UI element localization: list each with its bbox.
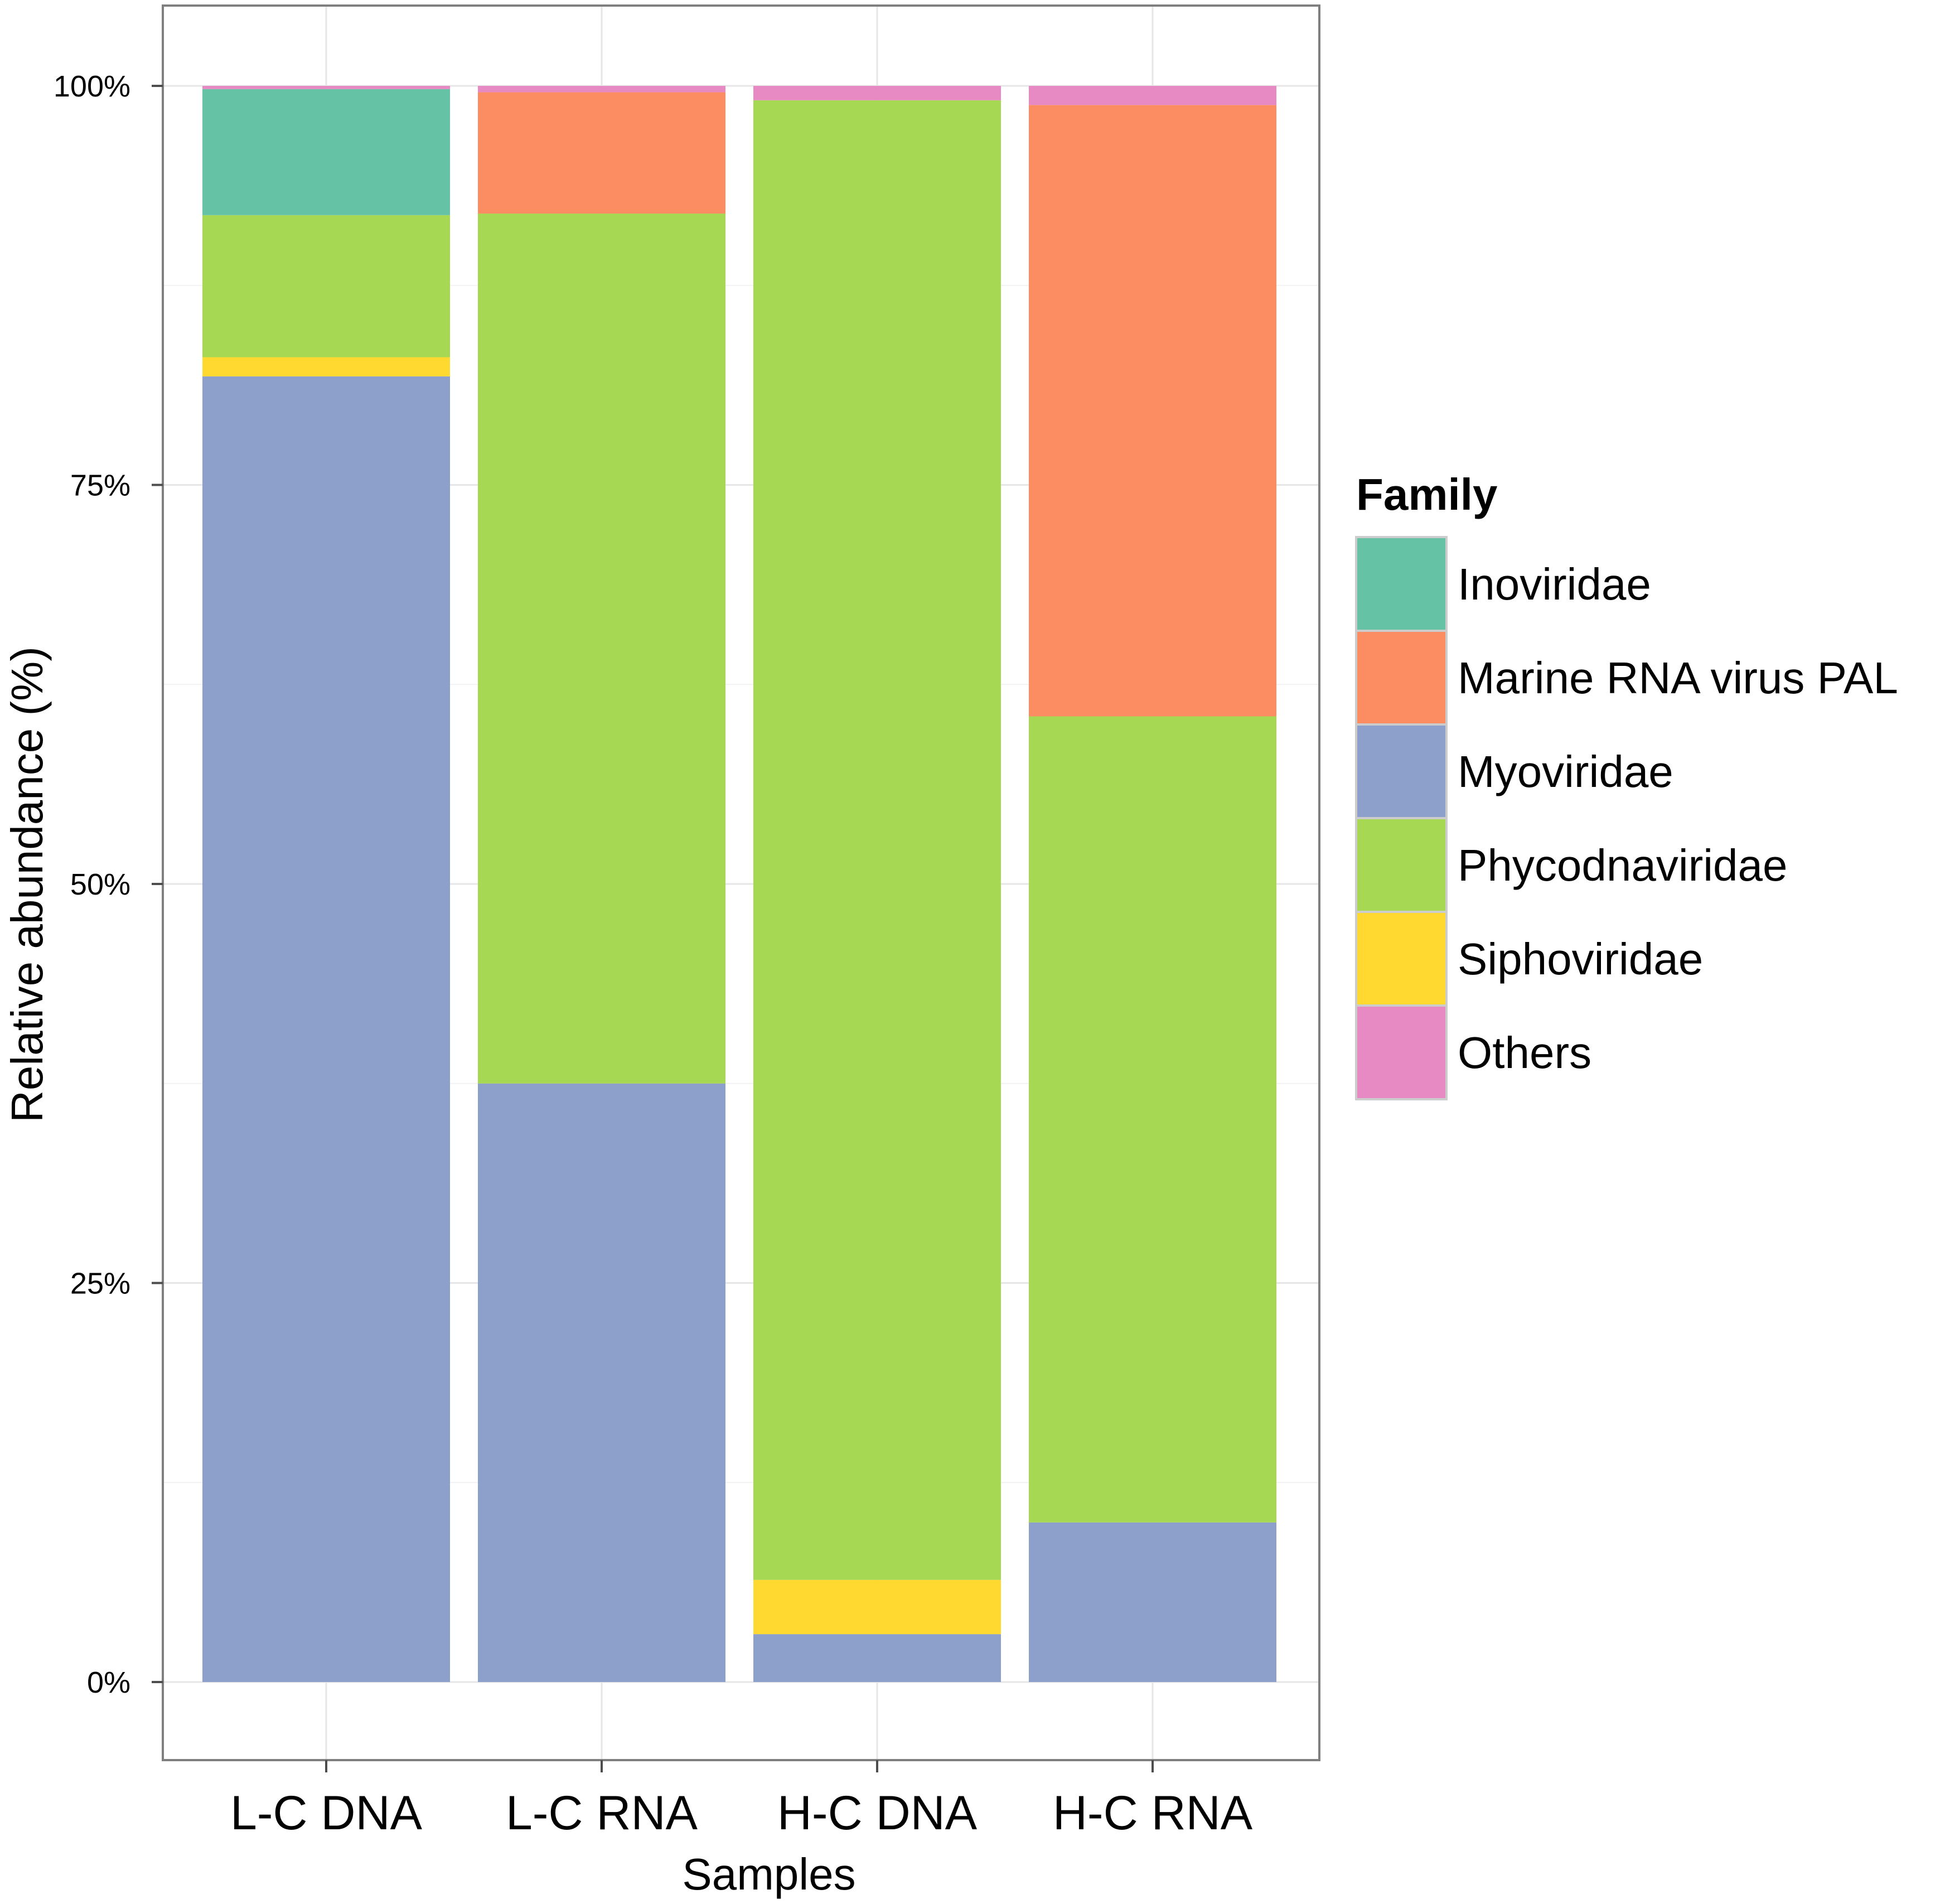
bar-segment-siphoviridae xyxy=(753,1579,1001,1635)
x-tick-label: H-C DNA xyxy=(777,1786,978,1840)
x-axis: L-C DNA L-C RNA H-C DNA H-C RNA xyxy=(230,1760,1253,1840)
plot-area xyxy=(162,4,1320,1761)
bar-segment-phycodnaviridae xyxy=(478,213,725,1084)
legend-key-phycodnaviridae xyxy=(1355,817,1448,913)
bar-segment-others xyxy=(478,86,725,93)
y-tick-label: 50% xyxy=(70,868,130,901)
bar-segment-others xyxy=(1029,86,1276,105)
bar-segment-myoviridae xyxy=(753,1634,1001,1682)
legend-label: Siphoviridae xyxy=(1458,934,1703,984)
bar-segment-others xyxy=(202,86,450,89)
bar-segment-inoviridae xyxy=(202,89,450,215)
bar-segment-marine-rna-virus-pal xyxy=(478,92,725,214)
legend-key-marine-rna-virus-pal xyxy=(1355,630,1448,726)
legend-key-siphoviridae xyxy=(1355,911,1448,1007)
bar-segment-myoviridae xyxy=(1029,1522,1276,1682)
legend: Family Inoviridae Marine RNA virus PAL Myo… xyxy=(1355,470,1898,1100)
x-tick-label: L-C RNA xyxy=(506,1786,698,1840)
y-tick-label: 100% xyxy=(54,70,130,103)
x-axis-title: Samples xyxy=(682,1849,855,1899)
legend-label: Phycodnaviridae xyxy=(1458,840,1787,890)
bar-segment-myoviridae xyxy=(478,1083,725,1682)
y-axis: 0% 25% 50% 75% 100% xyxy=(54,70,163,1699)
legend-title: Family xyxy=(1356,470,1498,519)
legend-label: Myoviridae xyxy=(1458,747,1673,796)
x-tick-label: L-C DNA xyxy=(230,1786,423,1840)
bar-segment-phycodnaviridae xyxy=(1029,716,1276,1523)
y-axis-title: Relative abundance (%) xyxy=(2,646,52,1123)
legend-key-myoviridae xyxy=(1355,723,1448,819)
legend-label: Others xyxy=(1458,1028,1591,1077)
bar-segment-siphoviridae xyxy=(202,357,450,376)
x-tick-label: H-C RNA xyxy=(1053,1786,1253,1840)
legend-key-others xyxy=(1355,1004,1448,1100)
bar-segment-phycodnaviridae xyxy=(202,215,450,357)
bar-segment-myoviridae xyxy=(202,376,450,1682)
y-tick-label: 75% xyxy=(70,469,130,502)
y-tick-label: 25% xyxy=(70,1267,130,1301)
legend-label: Inoviridae xyxy=(1458,559,1651,609)
legend-label: Marine RNA virus PAL xyxy=(1458,653,1898,703)
bars xyxy=(202,86,1276,1682)
y-tick-label: 0% xyxy=(87,1666,130,1699)
bar-segment-phycodnaviridae xyxy=(753,100,1001,1580)
bar-segment-others xyxy=(753,86,1001,100)
legend-key-inoviridae xyxy=(1355,536,1448,632)
bar-segment-marine-rna-virus-pal xyxy=(1029,105,1276,717)
